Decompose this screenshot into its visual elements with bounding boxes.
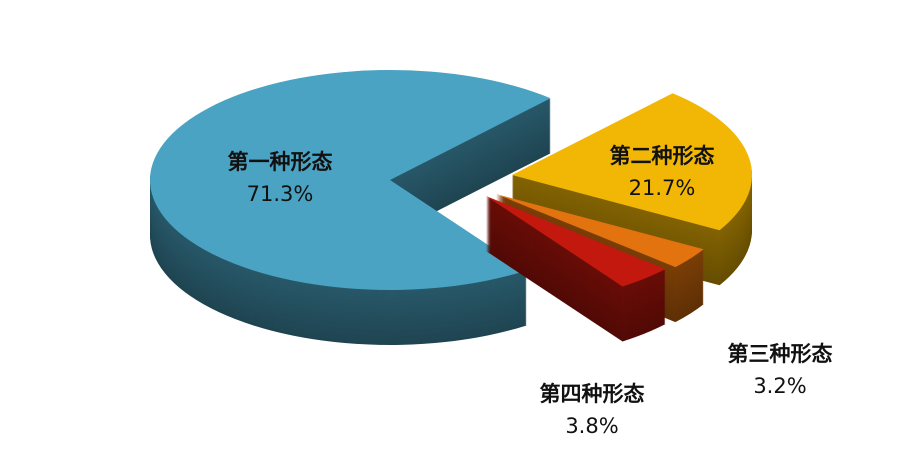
label-slice-4-name: 第四种形态 xyxy=(539,382,645,406)
label-slice-2-name: 第二种形态 xyxy=(609,144,715,168)
pie-slice-1-top xyxy=(150,69,551,290)
label-slice-1-value: 71.3% xyxy=(246,182,314,206)
pie-slice-2-top xyxy=(512,93,753,231)
label-slice-4-value: 3.8% xyxy=(565,414,619,438)
label-slice-3-value: 3.2% xyxy=(753,374,807,398)
pie-slice-3-top xyxy=(496,194,704,268)
label-slice-1-name: 第一种形态 xyxy=(227,150,333,174)
label-slice-3-name: 第三种形态 xyxy=(727,342,833,366)
label-slice-4: 第四种形态 3.8% xyxy=(512,378,672,442)
label-slice-2: 第二种形态 21.7% xyxy=(582,140,742,204)
pie-slice-1 xyxy=(149,69,551,346)
label-slice-1: 第一种形态 71.3% xyxy=(200,146,360,210)
label-slice-2-value: 21.7% xyxy=(628,176,696,200)
label-slice-3: 第三种形态 3.2% xyxy=(700,338,860,402)
pie-slice-4-top xyxy=(486,196,666,287)
pie-slice-2 xyxy=(512,93,753,286)
pie-slice-4 xyxy=(486,196,666,342)
